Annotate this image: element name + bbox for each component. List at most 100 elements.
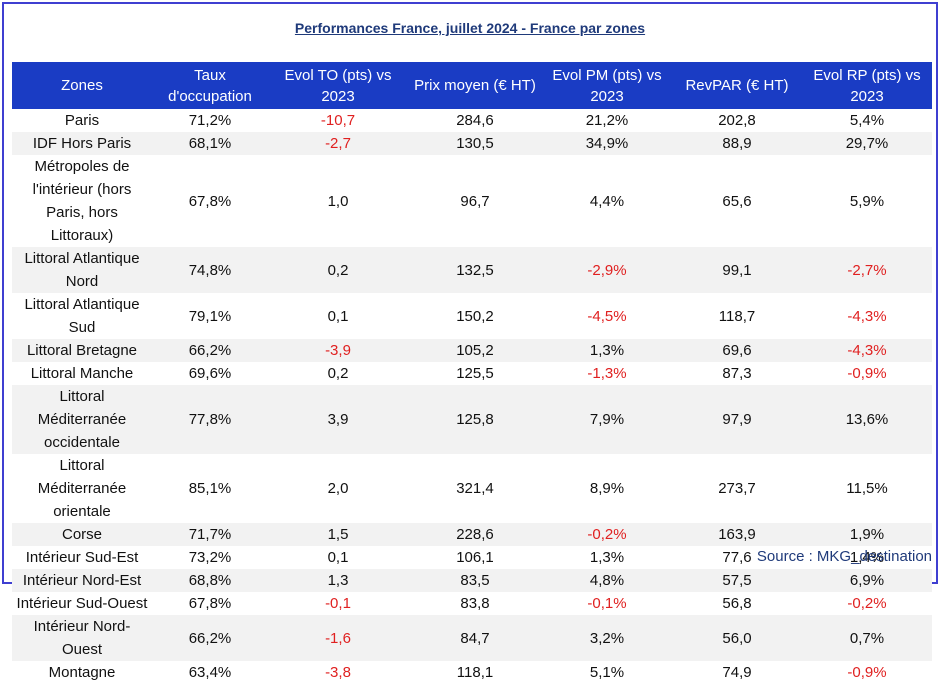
cell-evol-to: 1,3: [268, 569, 408, 592]
table-row: Intérieur Sud-Est 73,2% 0,1 106,1 1,3% 77,6 1,…: [12, 546, 932, 569]
cell-taux-occupation: 67,8%: [152, 155, 268, 247]
cell-evol-rp: 1,4%: [802, 546, 932, 569]
cell-revpar: 77,6: [672, 546, 802, 569]
cell-prix-moyen: 150,2: [408, 293, 542, 339]
cell-zone: Intérieur Sud-Ouest: [12, 592, 152, 615]
table-row: Intérieur Sud-Ouest 67,8% -0,1 83,8 -0,1% 56,…: [12, 592, 932, 615]
source-note: Source : MKG_destination: [756, 548, 932, 565]
cell-evol-to: -2,7: [268, 132, 408, 155]
cell-taux-occupation: 71,2%: [152, 109, 268, 132]
cell-prix-moyen: 84,7: [408, 615, 542, 661]
table-row: Littoral Méditerranée orientale 85,1% 2,0 3…: [12, 454, 932, 523]
cell-zone: Intérieur Sud-Est: [12, 546, 152, 569]
cell-revpar: 88,9: [672, 132, 802, 155]
cell-zone: Littoral Atlantique Nord: [12, 247, 152, 293]
cell-taux-occupation: 66,2%: [152, 615, 268, 661]
table-row: Corse 71,7% 1,5 228,6 -0,2% 163,9 1,9%: [12, 523, 932, 546]
cell-revpar: 273,7: [672, 454, 802, 523]
cell-prix-moyen: 96,7: [408, 155, 542, 247]
cell-evol-rp: 5,9%: [802, 155, 932, 247]
cell-revpar: 74,9: [672, 661, 802, 684]
cell-evol-pm: -2,9%: [542, 247, 672, 293]
cell-taux-occupation: 68,1%: [152, 132, 268, 155]
cell-evol-pm: 4,4%: [542, 155, 672, 247]
cell-revpar: 118,7: [672, 293, 802, 339]
cell-evol-pm: 1,3%: [542, 546, 672, 569]
cell-taux-occupation: 85,1%: [152, 454, 268, 523]
cell-revpar: 65,6: [672, 155, 802, 247]
cell-revpar: 56,0: [672, 615, 802, 661]
cell-evol-pm: 1,3%: [542, 339, 672, 362]
cell-evol-rp: -0,2%: [802, 592, 932, 615]
cell-evol-pm: 34,9%: [542, 132, 672, 155]
cell-zone: Littoral Atlantique Sud: [12, 293, 152, 339]
cell-evol-rp: -0,9%: [802, 362, 932, 385]
cell-revpar: 163,9: [672, 523, 802, 546]
cell-evol-to: -3,9: [268, 339, 408, 362]
cell-zone: Littoral Méditerranée occidentale: [12, 385, 152, 454]
cell-evol-to: 2,0: [268, 454, 408, 523]
cell-prix-moyen: 118,1: [408, 661, 542, 684]
cell-revpar: 87,3: [672, 362, 802, 385]
cell-zone: Littoral Manche: [12, 362, 152, 385]
column-header-revpar: RevPAR (€ HT): [672, 62, 802, 109]
cell-evol-pm: 4,8%: [542, 569, 672, 592]
table-row: Littoral Manche 69,6% 0,2 125,5 -1,3% 87,3 -0,…: [12, 362, 932, 385]
cell-prix-moyen: 125,8: [408, 385, 542, 454]
cell-zone: Intérieur Nord-Ouest: [12, 615, 152, 661]
cell-prix-moyen: 83,8: [408, 592, 542, 615]
table-body: Paris 71,2% -10,7 284,6 21,2% 202,8 5,4% IDF Ho…: [12, 109, 932, 684]
cell-evol-to: 0,1: [268, 293, 408, 339]
cell-evol-to: 0,1: [268, 546, 408, 569]
cell-evol-to: 3,9: [268, 385, 408, 454]
cell-evol-pm: 8,9%: [542, 454, 672, 523]
cell-prix-moyen: 321,4: [408, 454, 542, 523]
cell-taux-occupation: 73,2%: [152, 546, 268, 569]
column-header-evol-to: Evol TO (pts) vs 2023: [268, 62, 408, 109]
cell-prix-moyen: 284,6: [408, 109, 542, 132]
cell-prix-moyen: 132,5: [408, 247, 542, 293]
cell-evol-pm: -0,1%: [542, 592, 672, 615]
table-row: Intérieur Nord-Ouest 66,2% -1,6 84,7 3,2% 56,…: [12, 615, 932, 661]
cell-revpar: 97,9: [672, 385, 802, 454]
cell-evol-to: -3,8: [268, 661, 408, 684]
cell-prix-moyen: 228,6: [408, 523, 542, 546]
cell-taux-occupation: 77,8%: [152, 385, 268, 454]
table-row: Littoral Atlantique Sud 79,1% 0,1 150,2 -4,5…: [12, 293, 932, 339]
cell-evol-pm: 7,9%: [542, 385, 672, 454]
performance-table: Zones Taux d'occupation Evol TO (pts) vs…: [12, 62, 932, 684]
table-header-row: Zones Taux d'occupation Evol TO (pts) vs…: [12, 62, 932, 109]
cell-evol-rp: 13,6%: [802, 385, 932, 454]
cell-evol-pm: 3,2%: [542, 615, 672, 661]
cell-evol-rp: 0,7%: [802, 615, 932, 661]
cell-zone: Intérieur Nord-Est: [12, 569, 152, 592]
cell-evol-pm: -1,3%: [542, 362, 672, 385]
cell-evol-rp: 1,9%: [802, 523, 932, 546]
cell-evol-to: -10,7: [268, 109, 408, 132]
table-row: Paris 71,2% -10,7 284,6 21,2% 202,8 5,4%: [12, 109, 932, 132]
cell-prix-moyen: 130,5: [408, 132, 542, 155]
cell-zone: IDF Hors Paris: [12, 132, 152, 155]
cell-revpar: 202,8: [672, 109, 802, 132]
cell-evol-rp: -4,3%: [802, 339, 932, 362]
cell-taux-occupation: 66,2%: [152, 339, 268, 362]
cell-evol-pm: 5,1%: [542, 661, 672, 684]
cell-revpar: 56,8: [672, 592, 802, 615]
cell-zone: Corse: [12, 523, 152, 546]
cell-zone: Paris: [12, 109, 152, 132]
cell-prix-moyen: 83,5: [408, 569, 542, 592]
page-title: Performances France, juillet 2024 - Fran…: [294, 20, 646, 36]
column-header-prix-moyen: Prix moyen (€ HT): [408, 62, 542, 109]
cell-evol-to: -1,6: [268, 615, 408, 661]
cell-revpar: 99,1: [672, 247, 802, 293]
cell-prix-moyen: 125,5: [408, 362, 542, 385]
cell-evol-rp: -0,9%: [802, 661, 932, 684]
cell-prix-moyen: 105,2: [408, 339, 542, 362]
cell-taux-occupation: 69,6%: [152, 362, 268, 385]
cell-taux-occupation: 71,7%: [152, 523, 268, 546]
cell-evol-to: -0,1: [268, 592, 408, 615]
table-row: Montagne 63,4% -3,8 118,1 5,1% 74,9 -0,9%: [12, 661, 932, 684]
cell-evol-rp: -2,7%: [802, 247, 932, 293]
cell-evol-to: 1,5: [268, 523, 408, 546]
cell-taux-occupation: 79,1%: [152, 293, 268, 339]
